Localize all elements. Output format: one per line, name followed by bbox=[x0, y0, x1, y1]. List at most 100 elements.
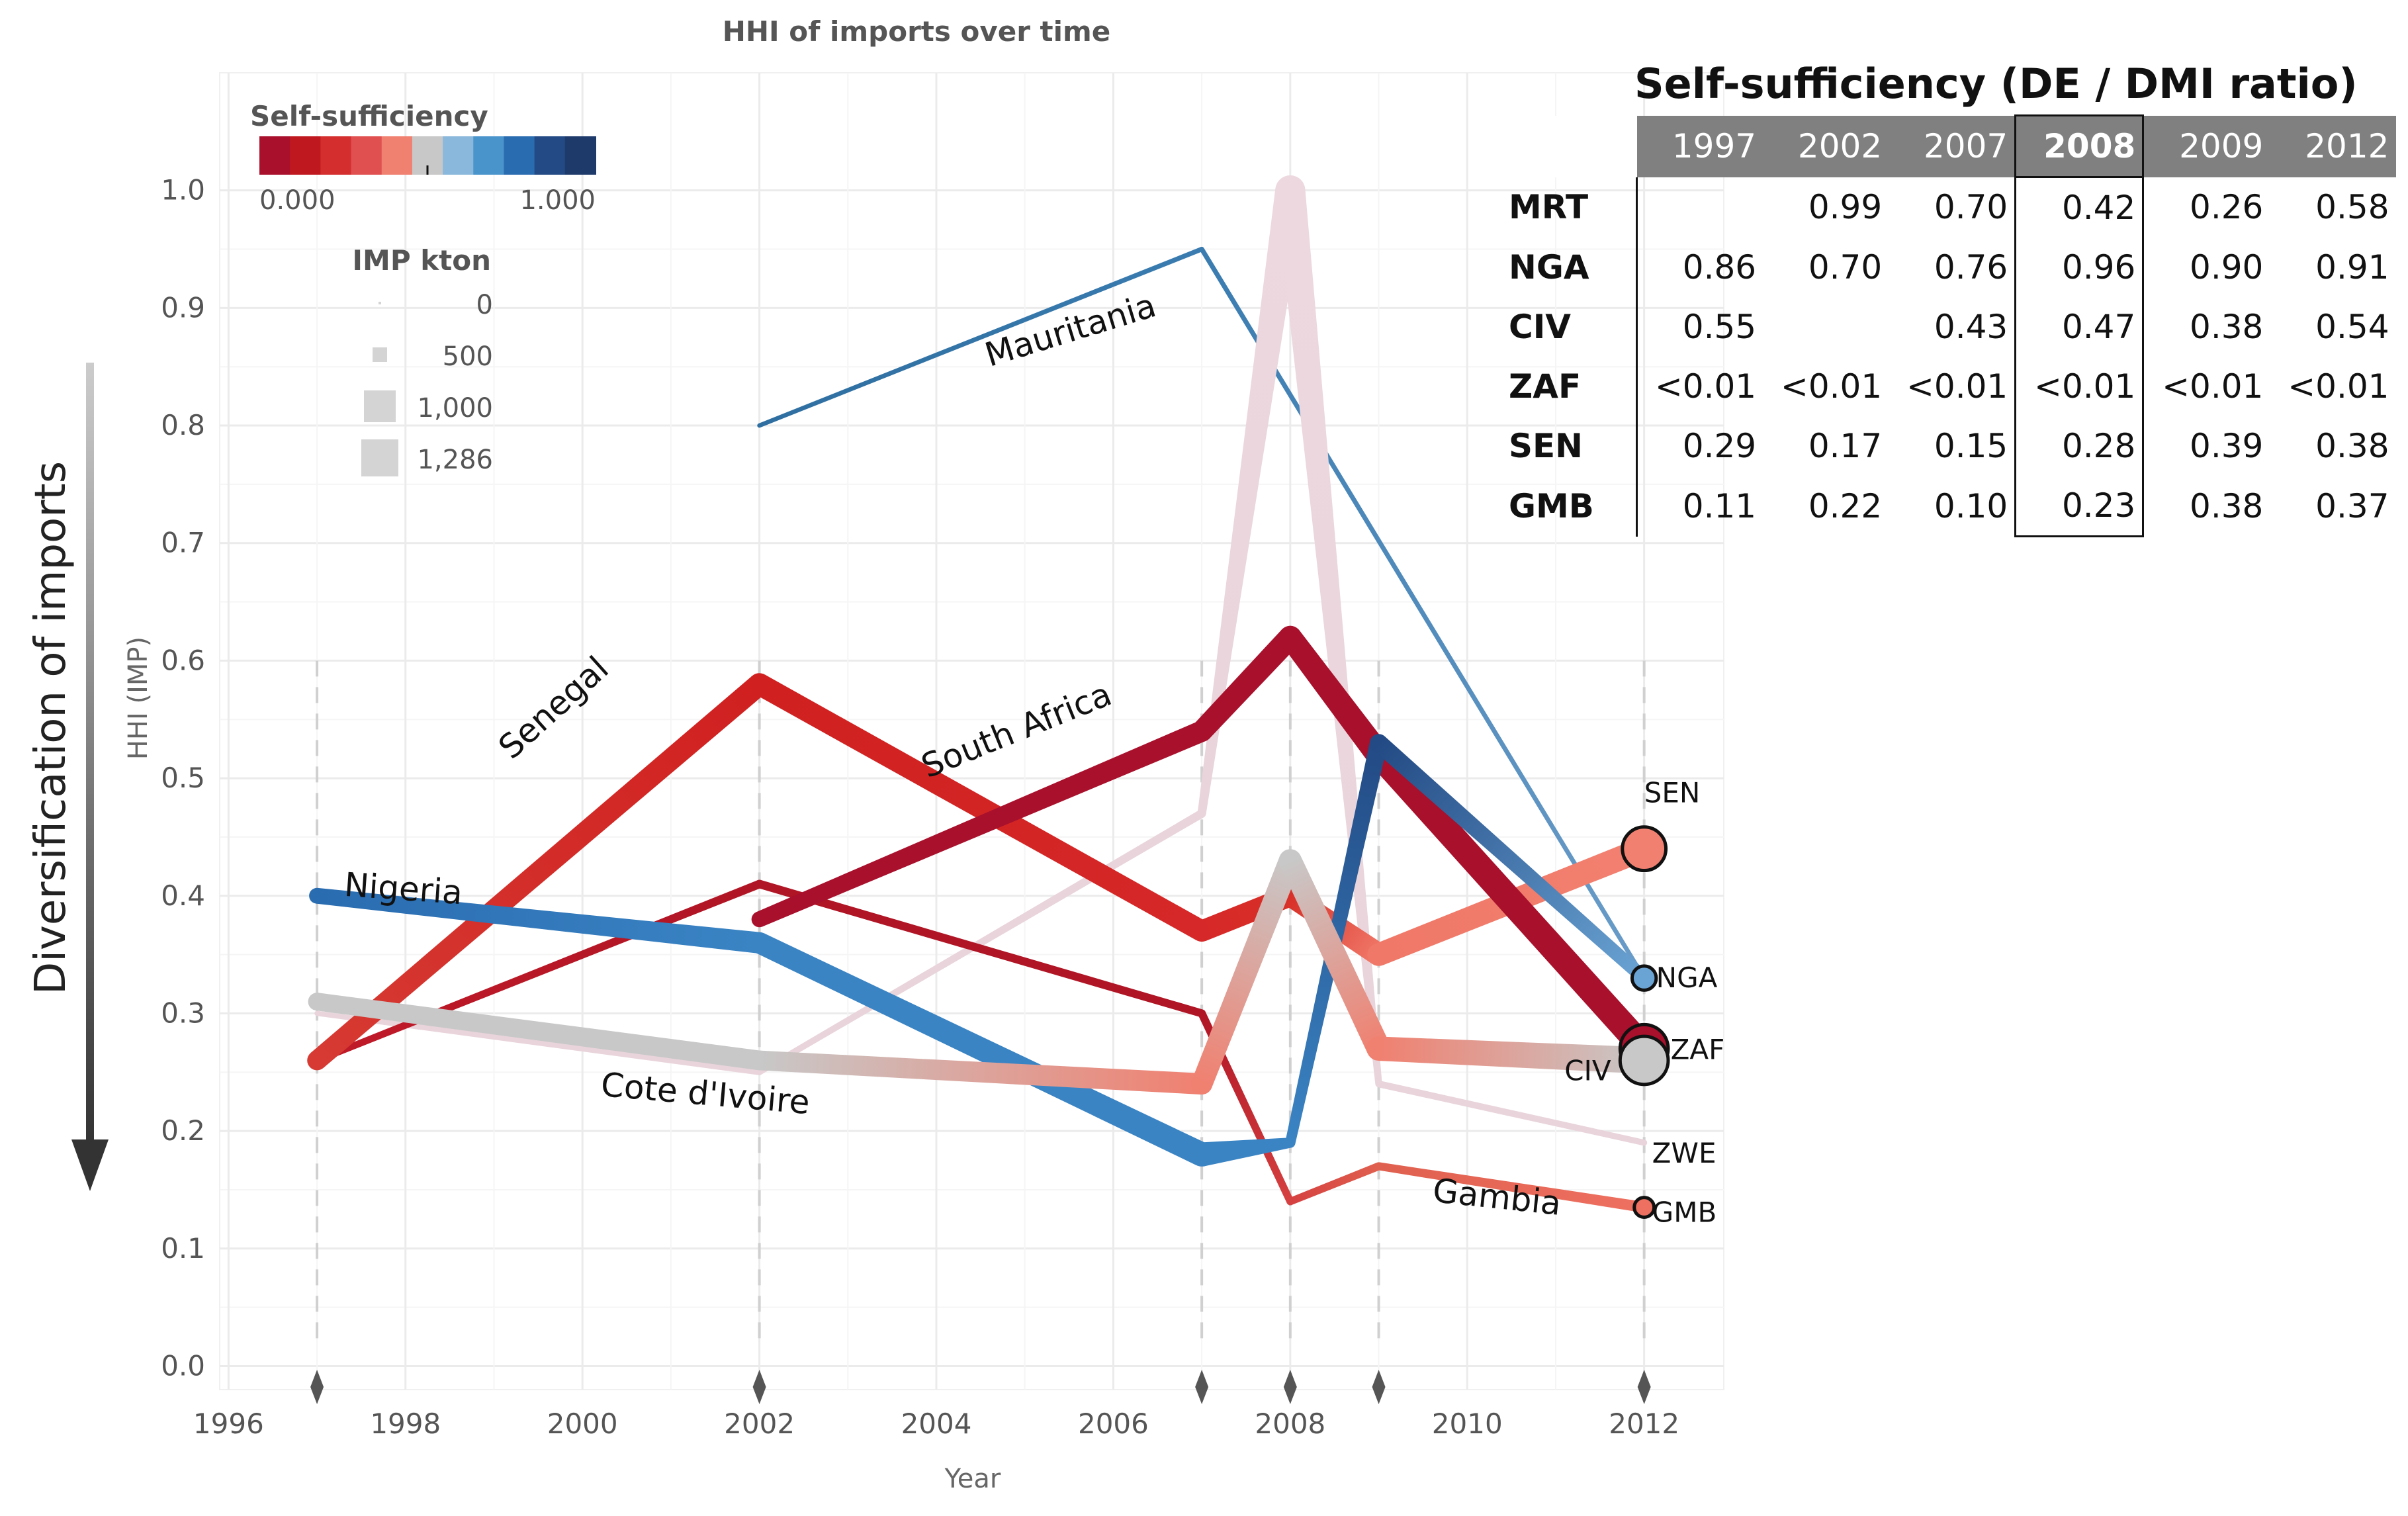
size-legend-label: 0 bbox=[476, 290, 493, 320]
series-segment bbox=[1288, 1162, 1380, 1205]
table-column-header: 2002 bbox=[1763, 115, 1889, 177]
series-start bbox=[307, 1050, 327, 1071]
table-cell: 0.47 bbox=[2014, 297, 2145, 357]
table-cell: 0.42 bbox=[2014, 177, 2145, 238]
series-segment bbox=[754, 933, 1208, 1166]
series-segment bbox=[316, 887, 761, 954]
size-legend-key bbox=[379, 302, 381, 304]
y-tick-label: 0.5 bbox=[161, 762, 205, 794]
table-cell: 0.10 bbox=[1934, 486, 2008, 525]
x-axis-title: Year bbox=[944, 1464, 1001, 1494]
x-tick-label: 2010 bbox=[1432, 1407, 1503, 1440]
self-sufficiency-table: 1997 2002 2007 2008 2009 2012 MRT 0.99 0.70 0.42… bbox=[1502, 114, 2397, 537]
diversification-arrow: Diversification of imports bbox=[26, 363, 109, 1191]
table-cell: 0.28 bbox=[2014, 416, 2145, 476]
size-legend-label: 1,286 bbox=[417, 445, 493, 475]
observation-marker bbox=[1372, 1370, 1386, 1404]
table-row: CIV 0.55 0.43 0.47 0.38 0.54 bbox=[1502, 297, 2396, 357]
series-segment bbox=[756, 721, 1206, 927]
table-corner bbox=[1502, 115, 1637, 177]
series-start bbox=[309, 887, 326, 904]
diversification-label: Diversification of imports bbox=[26, 461, 75, 995]
series-start bbox=[314, 1010, 320, 1016]
table-cell: 0.70 bbox=[1934, 188, 2008, 227]
x-tick-label: 2002 bbox=[724, 1407, 795, 1440]
end-point-gmb bbox=[1632, 1196, 1656, 1220]
table-cell: 0.15 bbox=[1934, 427, 2008, 465]
series-start bbox=[308, 993, 326, 1011]
table-row-header: GMB bbox=[1502, 476, 1638, 537]
table-cell: 0.29 bbox=[1682, 427, 1757, 465]
table-cell: 0.22 bbox=[1808, 486, 1883, 525]
table-cell: 0.38 bbox=[2190, 308, 2264, 346]
table-cell: 0.99 bbox=[1808, 188, 1883, 227]
size-legend-key bbox=[373, 347, 387, 362]
y-tick-label: 0.9 bbox=[161, 291, 205, 324]
table-cell: 0.39 bbox=[2190, 427, 2264, 465]
table-column-header: 2008 bbox=[2014, 114, 2145, 178]
end-label-gmb: GMB bbox=[1652, 1196, 1717, 1229]
y-tick-label: 0.8 bbox=[161, 409, 205, 441]
table-cell: 0.90 bbox=[2190, 248, 2264, 287]
table-row-header: ZAF bbox=[1502, 357, 1638, 416]
table-column-header: 2009 bbox=[2143, 115, 2270, 177]
end-label-zaf: ZAF bbox=[1671, 1034, 1725, 1066]
y-tick-label: 0.6 bbox=[161, 644, 205, 676]
table-cell: 0.55 bbox=[1682, 308, 1757, 346]
table-cell: 0.17 bbox=[1808, 427, 1883, 465]
table-cell: 0.58 bbox=[2315, 188, 2389, 227]
x-tick-label: 2004 bbox=[901, 1407, 972, 1440]
color-legend-swatch bbox=[504, 136, 535, 175]
table-row-header: NGA bbox=[1502, 238, 1638, 297]
observation-marker bbox=[310, 1370, 324, 1404]
series-joint bbox=[1641, 1139, 1648, 1146]
table-cell bbox=[1637, 177, 1763, 238]
x-tick-label: 2008 bbox=[1255, 1407, 1325, 1440]
table-column-header: 2012 bbox=[2270, 115, 2396, 177]
table-header-row: 1997 2002 2007 2008 2009 2012 bbox=[1502, 114, 2396, 178]
y-tick-label: 0.2 bbox=[161, 1114, 205, 1147]
size-legend-label: 500 bbox=[443, 341, 493, 372]
series-south-africa bbox=[751, 625, 1658, 1062]
end-point-sen bbox=[1621, 825, 1668, 873]
series-segment bbox=[758, 1050, 1202, 1095]
table-row: NGA 0.86 0.70 0.76 0.96 0.90 0.91 bbox=[1502, 238, 2396, 297]
series-lines bbox=[307, 175, 1658, 1213]
series-segment bbox=[1372, 736, 1649, 983]
series-segment bbox=[1194, 629, 1299, 739]
color-legend-swatch bbox=[320, 136, 352, 175]
series-start bbox=[757, 423, 762, 428]
end-label-nga: NGA bbox=[1656, 961, 1718, 994]
size-legend-key bbox=[361, 439, 398, 476]
series-segment bbox=[1200, 1137, 1291, 1167]
table-row: GMB 0.11 0.22 0.10 0.23 0.38 0.37 bbox=[1502, 476, 2396, 537]
color-legend-swatch bbox=[351, 136, 382, 175]
observation-marker bbox=[1283, 1370, 1297, 1404]
table-cell: 0.38 bbox=[2315, 427, 2389, 465]
size-legend-label: 1,000 bbox=[417, 393, 493, 424]
table-title: Self-sufficiency (DE / DMI ratio) bbox=[1634, 60, 2358, 108]
x-tick-label: 1998 bbox=[370, 1407, 441, 1440]
observation-marker bbox=[1637, 1370, 1651, 1404]
table-cell: 0.70 bbox=[1808, 248, 1883, 287]
y-tick-label: 0.3 bbox=[161, 997, 205, 1029]
table-cell: 0.91 bbox=[2315, 248, 2389, 287]
y-tick-label: 0.1 bbox=[161, 1232, 205, 1265]
table-row: MRT 0.99 0.70 0.42 0.26 0.58 bbox=[1502, 177, 2396, 238]
table-cell: <0.01 bbox=[1654, 367, 1757, 406]
table-row-header: CIV bbox=[1502, 297, 1638, 357]
series-segment bbox=[1192, 856, 1301, 1088]
series-segment bbox=[1197, 188, 1306, 815]
series-segment bbox=[1378, 1162, 1645, 1213]
series-segment bbox=[758, 879, 1203, 1018]
table-cell: <0.01 bbox=[2288, 367, 2389, 406]
axis-ticks: 0.0 0.1 0.2 0.3 0.4 0.5 0.6 0.7 0.8 0.9 1.0 1996 199… bbox=[161, 174, 1679, 1440]
table-cell: 0.26 bbox=[2190, 188, 2264, 227]
series-segment bbox=[1378, 1081, 1645, 1146]
table-cell: 0.96 bbox=[2014, 238, 2145, 297]
table-cell bbox=[1763, 297, 1889, 357]
series-label-nigeria: Nigeria bbox=[343, 866, 464, 912]
table-row-header: SEN bbox=[1502, 416, 1638, 476]
table-body: MRT 0.99 0.70 0.42 0.26 0.58 NGA 0.86 0.70 0.76 0.… bbox=[1502, 177, 2396, 537]
